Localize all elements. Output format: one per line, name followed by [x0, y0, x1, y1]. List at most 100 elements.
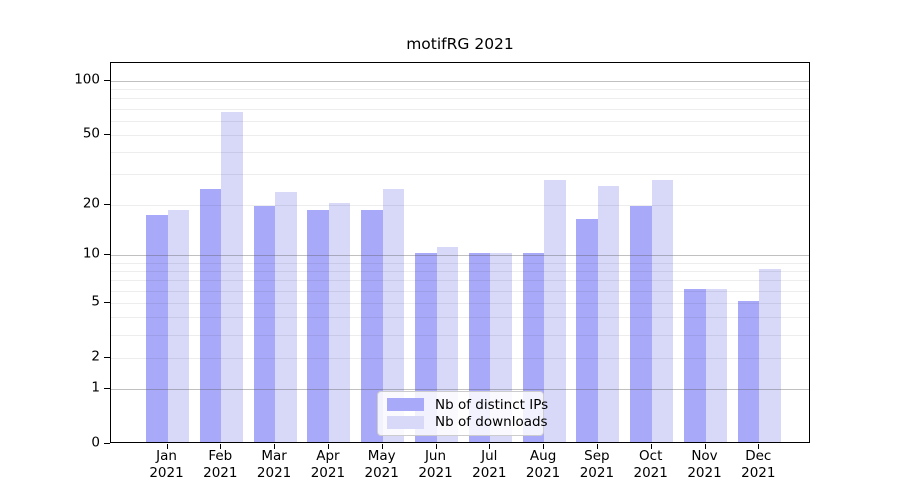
legend: Nb of distinct IPs Nb of downloads [377, 391, 548, 436]
minor-gridline [111, 334, 809, 336]
x-tick-month: Dec [745, 448, 772, 464]
x-axis-tick [651, 444, 652, 449]
x-tick-year: 2021 [418, 465, 453, 481]
x-tick-label: Sep 2021 [565, 448, 629, 482]
bar-distinct-ips [630, 206, 652, 442]
minor-gridline [111, 357, 809, 359]
x-tick-month: Nov [691, 448, 718, 464]
x-tick-label: Nov 2021 [673, 448, 737, 482]
x-tick-label: May 2021 [350, 448, 414, 482]
bar-downloads [275, 192, 297, 442]
x-tick-month: Mar [261, 448, 287, 464]
y-axis-tick [104, 80, 110, 81]
bar-distinct-ips [199, 188, 222, 442]
x-axis-tick [758, 444, 759, 449]
x-tick-year: 2021 [633, 465, 668, 481]
y-axis-tick [104, 443, 110, 444]
minor-gridline [111, 204, 809, 206]
x-tick-year: 2021 [579, 465, 615, 481]
x-tick-label: Jul 2021 [457, 448, 521, 482]
bar-downloads [328, 202, 351, 442]
legend-row-downloads: Nb of downloads [387, 414, 548, 430]
minor-gridline [111, 271, 809, 273]
x-axis-tick [167, 444, 168, 449]
x-tick-month: Jan [156, 448, 177, 464]
x-tick-label: Jun 2021 [404, 448, 468, 482]
y-axis-tick [104, 388, 110, 389]
minor-gridline [111, 98, 809, 100]
x-axis-tick [597, 444, 598, 449]
x-tick-year: 2021 [364, 465, 399, 481]
y-tick-label: 0 [91, 434, 100, 451]
x-tick-label: Feb 2021 [188, 448, 252, 482]
bar-distinct-ips [361, 210, 383, 442]
bar-downloads [597, 185, 620, 442]
x-tick-month: Aug [529, 448, 557, 464]
legend-label-downloads: Nb of downloads [435, 414, 548, 431]
bar-distinct-ips [576, 219, 598, 442]
x-tick-month: Jun [424, 448, 447, 464]
bar-distinct-ips [307, 210, 329, 442]
x-tick-month: Sep [584, 448, 610, 464]
x-tick-label: Mar 2021 [242, 448, 306, 482]
x-tick-label: Oct 2021 [619, 448, 683, 482]
x-axis-tick [328, 444, 329, 449]
bar-downloads [382, 188, 405, 442]
minor-gridline [111, 290, 809, 292]
y-tick-label: 100 [74, 71, 100, 88]
minor-gridline [111, 89, 809, 91]
x-axis-tick [274, 444, 275, 449]
major-gridline [111, 81, 809, 82]
x-tick-year: 2021 [741, 465, 776, 481]
x-tick-year: 2021 [203, 465, 238, 481]
y-tick-label: 1 [91, 379, 100, 396]
bar-distinct-ips [253, 206, 276, 442]
x-tick-label: Apr 2021 [296, 448, 360, 482]
x-tick-year: 2021 [310, 465, 346, 481]
major-gridline [111, 255, 809, 257]
y-axis-tick [104, 204, 110, 205]
minor-gridline [111, 151, 809, 153]
y-tick-label: 10 [82, 245, 100, 262]
legend-label-distinct-ips: Nb of distinct IPs [435, 396, 549, 413]
chart-title: motifRG 2021 [406, 35, 514, 53]
major-gridline [111, 389, 809, 391]
minor-gridline [111, 317, 809, 319]
y-axis-tick [104, 134, 110, 135]
x-tick-month: May [367, 448, 396, 464]
x-axis-tick [489, 444, 490, 449]
minor-gridline [111, 303, 809, 305]
minor-gridline [111, 262, 809, 264]
y-tick-label: 20 [82, 194, 100, 211]
minor-gridline [111, 280, 809, 282]
x-axis-tick [705, 444, 706, 449]
minor-gridline [111, 120, 809, 122]
x-tick-label: Jan 2021 [135, 448, 199, 482]
x-tick-year: 2021 [256, 465, 292, 481]
x-tick-year: 2021 [687, 465, 722, 481]
minor-gridline [111, 108, 809, 110]
y-axis-tick [104, 357, 110, 358]
bar-downloads [221, 112, 243, 442]
x-tick-month: Feb [208, 448, 233, 464]
x-tick-year: 2021 [149, 465, 184, 481]
bar-downloads [651, 179, 674, 442]
x-tick-month: Jul [481, 448, 498, 464]
bar-downloads [759, 269, 781, 442]
x-tick-month: Oct [639, 448, 663, 464]
y-tick-label: 2 [91, 347, 100, 364]
plot-area [110, 62, 810, 443]
x-tick-label: Aug 2021 [511, 448, 575, 482]
bar-downloads [544, 179, 566, 442]
y-axis-tick [104, 254, 110, 255]
y-tick-label: 50 [82, 124, 100, 141]
legend-row-distinct-ips: Nb of distinct IPs [387, 397, 548, 413]
bar-distinct-ips [684, 288, 706, 442]
x-axis-tick [382, 444, 383, 449]
bar-downloads [705, 288, 727, 442]
bar-distinct-ips [737, 301, 760, 442]
bar-distinct-ips [146, 214, 168, 442]
y-axis-tick [104, 302, 110, 303]
legend-swatch-downloads [387, 415, 424, 429]
y-tick-label: 5 [91, 293, 100, 310]
